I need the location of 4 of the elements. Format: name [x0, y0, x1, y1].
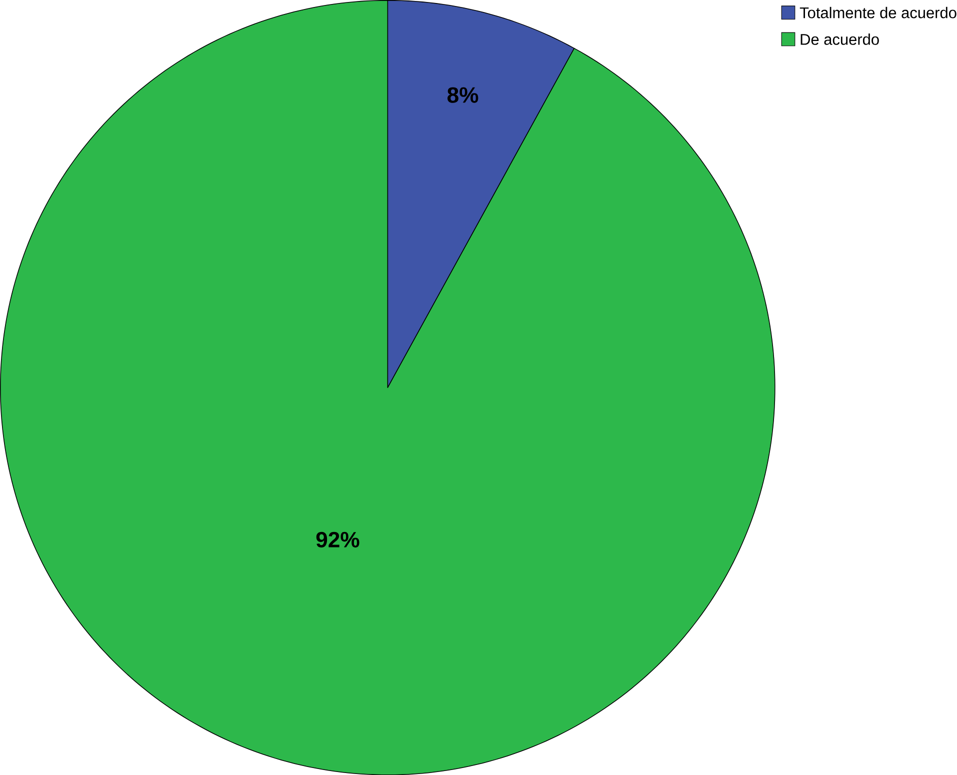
data-label: 8% — [447, 87, 478, 103]
legend-label: Totalmente de acuerdo — [800, 6, 956, 18]
legend-label: De acuerdo — [800, 33, 879, 45]
data-label: 92% — [316, 532, 360, 548]
